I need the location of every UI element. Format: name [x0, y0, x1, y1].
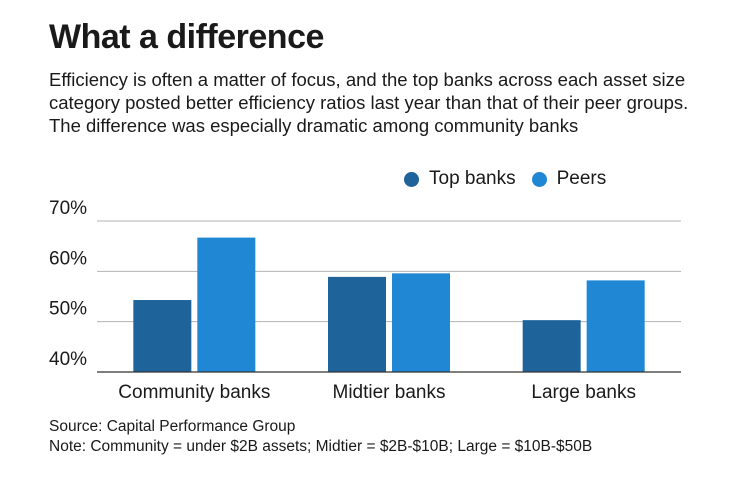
- footer: Source: Capital Performance Group Note: …: [49, 417, 592, 457]
- y-tick-label: 50%: [49, 299, 87, 320]
- bar-peers-community-banks: [197, 237, 256, 372]
- x-tick-label: Midtier banks: [333, 382, 446, 403]
- y-tick-label: 40%: [49, 349, 87, 370]
- x-tick-label: Community banks: [118, 382, 270, 403]
- chart-subtitle: Efficiency is often a matter of focus, a…: [49, 69, 689, 136]
- legend-label-top-banks: Top banks: [429, 168, 516, 189]
- source-note: Source: Capital Performance Group: [49, 418, 296, 435]
- chart-title: What a difference: [49, 18, 324, 56]
- bar-top-banks-large-banks: [522, 320, 581, 372]
- legend-swatch-peers: [531, 171, 547, 187]
- bar-top-banks-community-banks: [133, 300, 192, 372]
- bar-peers-large-banks: [586, 280, 645, 372]
- y-tick-label: 60%: [49, 248, 87, 269]
- legend-item-top-banks: Top banks: [404, 168, 516, 190]
- x-tick-label: Large banks: [531, 382, 636, 403]
- legend-swatch-top-banks: [404, 171, 419, 187]
- definition-note: Note: Community = under $2B assets; Midt…: [49, 438, 593, 455]
- legend-item-peers: Peers: [531, 168, 607, 190]
- y-tick-label: 70%: [49, 198, 87, 219]
- legend-label-peers: Peers: [556, 168, 607, 189]
- bar-peers-midtier-banks: [392, 273, 450, 372]
- bar-top-banks-midtier-banks: [328, 276, 386, 372]
- legend: Top banks Peers: [404, 168, 622, 190]
